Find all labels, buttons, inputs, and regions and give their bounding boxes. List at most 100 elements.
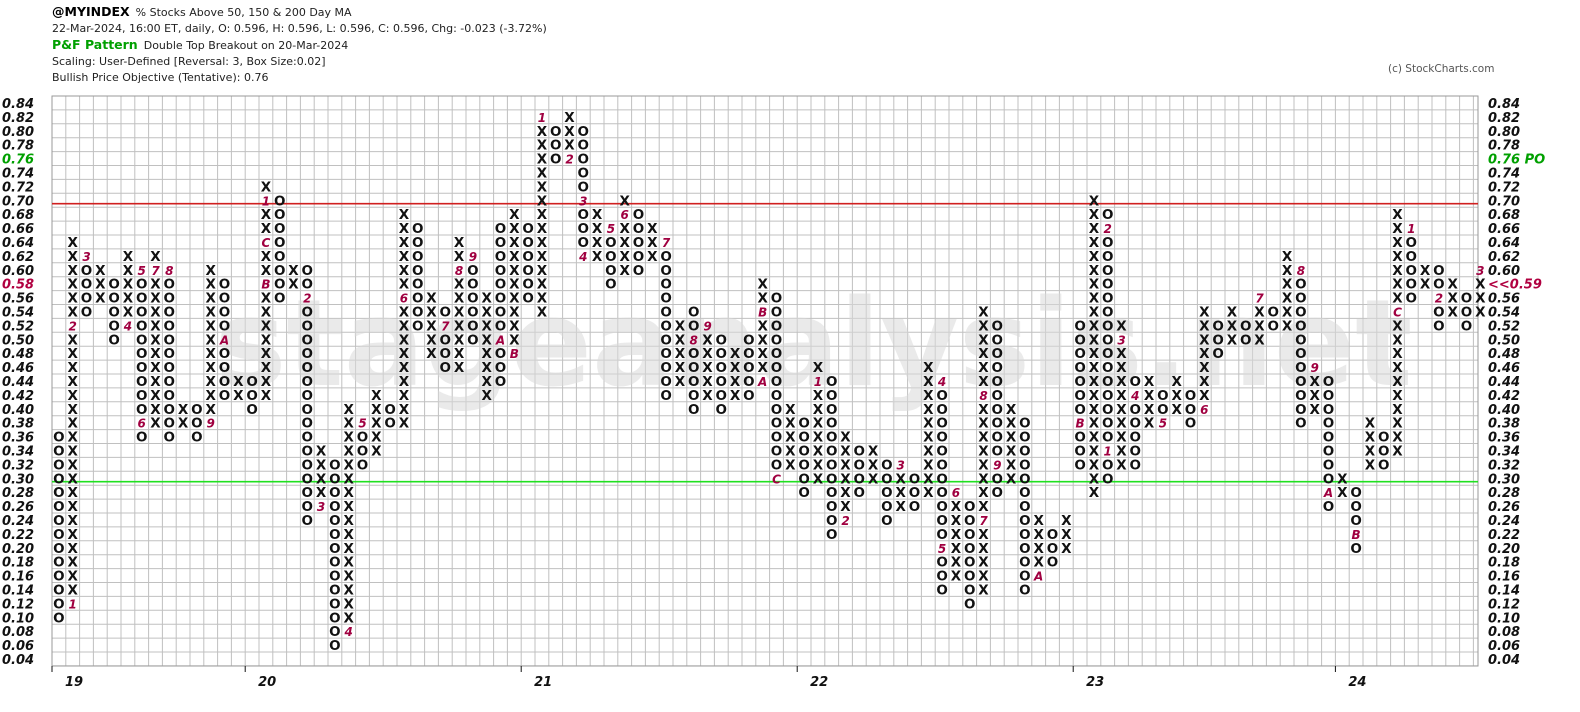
x-box: X: [978, 443, 989, 459]
o-box: O: [854, 485, 865, 501]
month-marker: 6: [138, 417, 146, 431]
o-box: O: [1350, 513, 1361, 529]
x-box: X: [978, 304, 989, 320]
x-box: X: [1089, 193, 1100, 209]
y-tick-label-left: 0.70: [2, 194, 34, 209]
x-box: X: [951, 541, 962, 557]
x-box: X: [95, 291, 106, 307]
x-box: X: [399, 332, 410, 348]
x-box: X: [150, 388, 161, 404]
o-box: O: [1240, 332, 1251, 348]
x-box: X: [343, 555, 354, 571]
x-box: X: [951, 527, 962, 543]
o-box: O: [1378, 430, 1389, 446]
o-box: O: [826, 374, 837, 390]
x-box: X: [67, 443, 78, 459]
o-box: O: [440, 304, 451, 320]
o-box: O: [1295, 416, 1306, 432]
x-box: X: [67, 430, 78, 446]
o-box: O: [522, 263, 533, 279]
o-box: O: [53, 485, 64, 501]
o-box: O: [992, 443, 1003, 459]
x-box: X: [951, 555, 962, 571]
o-box: O: [1102, 277, 1113, 293]
x-tick-label: 22: [810, 675, 828, 690]
x-box: X: [868, 443, 879, 459]
o-box: O: [136, 346, 147, 362]
month-marker: 6: [952, 486, 960, 500]
x-box: X: [343, 513, 354, 529]
y-tick-label-left: 0.18: [2, 556, 34, 571]
x-box: X: [123, 304, 134, 320]
x-box: X: [895, 485, 906, 501]
o-box: O: [53, 569, 64, 585]
x-box: X: [123, 249, 134, 265]
o-box: O: [1406, 263, 1417, 279]
o-box: O: [440, 332, 451, 348]
o-box: O: [108, 332, 119, 348]
o-box: O: [1130, 443, 1141, 459]
x-box: X: [1475, 304, 1486, 320]
o-box: O: [1102, 374, 1113, 390]
o-box: O: [495, 277, 506, 293]
x-box: X: [840, 457, 851, 473]
x-box: X: [509, 291, 520, 307]
o-box: O: [1323, 388, 1334, 404]
o-box: O: [660, 346, 671, 362]
x-box: X: [399, 402, 410, 418]
x-box: X: [1254, 332, 1265, 348]
x-box: X: [95, 277, 106, 293]
x-box: X: [67, 291, 78, 307]
x-box: X: [316, 471, 327, 487]
x-box: X: [150, 360, 161, 376]
x-box: X: [840, 471, 851, 487]
y-tick-label-left: 0.16: [2, 570, 34, 585]
x-box: X: [399, 388, 410, 404]
x-box: X: [895, 499, 906, 515]
x-box: X: [399, 318, 410, 334]
x-box: X: [481, 388, 492, 404]
o-box: O: [1323, 443, 1334, 459]
month-marker: 9: [1311, 361, 1319, 375]
x-box: X: [150, 346, 161, 362]
pf-columns: OOOOOOOOOOOOOOXXXXXX2XXXXXXXXXXXXXXXXXXX…: [53, 110, 1486, 654]
o-box: O: [771, 304, 782, 320]
y-tick-label-left: 0.30: [2, 472, 34, 487]
o-box: O: [1074, 360, 1085, 376]
trend-lines: [52, 202, 1478, 483]
month-marker: 1: [1407, 222, 1415, 236]
x-box: X: [261, 263, 272, 279]
o-box: O: [578, 165, 589, 181]
o-box: O: [1295, 402, 1306, 418]
x-box: X: [537, 193, 548, 209]
x-box: X: [481, 360, 492, 376]
x-box: X: [564, 138, 575, 154]
o-box: O: [826, 485, 837, 501]
x-box: X: [1089, 304, 1100, 320]
o-box: O: [329, 527, 340, 543]
o-box: O: [329, 485, 340, 501]
month-marker: 6: [621, 208, 629, 222]
o-box: O: [164, 416, 175, 432]
month-marker: 3: [579, 194, 587, 208]
x-box: X: [675, 318, 686, 334]
month-marker: C: [772, 472, 781, 486]
y-tick-label-right: 0.04: [1488, 653, 1520, 668]
o-box: O: [164, 430, 175, 446]
o-box: O: [467, 304, 478, 320]
copyright: (c) StockCharts.com: [1388, 63, 1495, 75]
x-box: X: [1033, 527, 1044, 543]
o-box: O: [771, 346, 782, 362]
x-box: X: [702, 346, 713, 362]
y-tick-label-right: 0.38: [1488, 417, 1520, 432]
o-box: O: [53, 555, 64, 571]
x-box: X: [1337, 485, 1348, 501]
x-box: X: [371, 416, 382, 432]
o-box: O: [660, 374, 671, 390]
x-box: X: [343, 430, 354, 446]
x-box: X: [67, 249, 78, 265]
o-box: O: [771, 318, 782, 334]
o-box: O: [412, 304, 423, 320]
x-box: X: [978, 332, 989, 348]
x-box: X: [785, 457, 796, 473]
